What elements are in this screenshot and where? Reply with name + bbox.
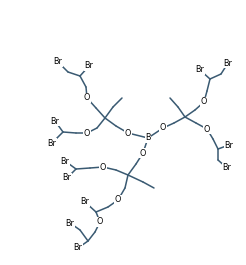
Text: O: O xyxy=(84,129,90,138)
Text: O: O xyxy=(97,218,103,227)
Text: Br: Br xyxy=(223,164,231,173)
Text: O: O xyxy=(140,148,146,157)
Text: Br: Br xyxy=(85,61,93,70)
Text: O: O xyxy=(100,162,106,171)
Text: O: O xyxy=(160,123,166,132)
Text: Br: Br xyxy=(225,140,233,149)
Text: O: O xyxy=(125,129,131,138)
Text: Br: Br xyxy=(224,59,232,68)
Text: O: O xyxy=(84,94,90,103)
Text: B: B xyxy=(145,134,151,143)
Text: Br: Br xyxy=(66,219,75,227)
Text: Br: Br xyxy=(196,65,204,74)
Text: Br: Br xyxy=(61,157,69,166)
Text: Br: Br xyxy=(80,197,90,206)
Text: O: O xyxy=(204,125,210,134)
Text: O: O xyxy=(115,196,121,205)
Text: Br: Br xyxy=(62,174,71,183)
Text: Br: Br xyxy=(47,139,56,148)
Text: Br: Br xyxy=(74,244,82,253)
Text: Br: Br xyxy=(51,117,60,126)
Text: O: O xyxy=(201,98,207,107)
Text: Br: Br xyxy=(54,58,62,67)
